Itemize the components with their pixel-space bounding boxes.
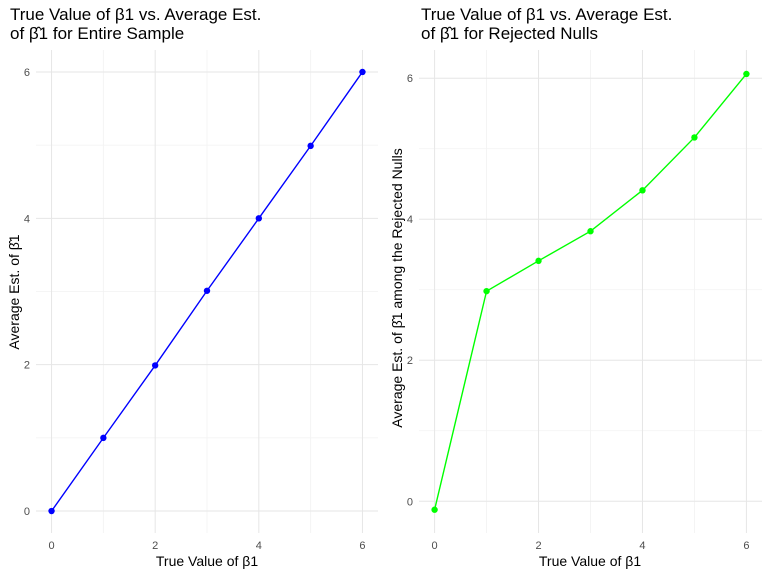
data-point [100,434,107,442]
y-tick-label: 4 [24,213,30,225]
chart-title-line-2: of β̂1 for Entire Sample [10,24,184,43]
y-tick-label: 2 [407,355,413,367]
data-point [307,142,314,150]
chart-panel-rejected-nulls: True Value of β1 vs. Average Est. of β̂1… [389,5,762,569]
data-point [151,362,159,369]
data-point [535,257,542,265]
y-tick-label: 2 [24,360,30,372]
x-tick-label: 2 [152,540,158,552]
x-axis-title: True Value of β1 [539,553,641,569]
y-tick-label: 6 [407,73,413,85]
chart-panel-entire-sample: True Value of β1 vs. Average Est. of β̂1… [6,5,378,569]
y-tick-label: 0 [407,496,413,508]
data-point [48,507,55,515]
chart-title-line-1: True Value of β1 vs. Average Est. [421,5,672,24]
x-tick-label: 2 [535,540,541,552]
x-tick-label: 4 [256,540,262,552]
data-point [359,68,366,76]
chart-title-line-2: of β̂1 for Rejected Nulls [421,24,598,43]
chart-title-line-1: True Value of β1 vs. Average Est. [10,5,261,24]
y-tick-label: 6 [24,67,30,79]
data-point [483,287,490,295]
y-tick-label: 0 [24,506,30,518]
x-tick-label: 0 [432,540,438,552]
x-tick-label: 6 [743,540,749,552]
x-tick-label: 6 [359,540,365,552]
x-tick-label: 4 [639,540,645,552]
y-tick-label: 4 [407,214,413,226]
y-axis-title: Average Est. of β̂1 among the Rejected N… [389,148,405,427]
x-tick-label: 0 [48,540,54,552]
data-point [691,134,698,141]
x-axis-title: True Value of β1 [156,553,258,569]
data-point [255,215,263,222]
data-point [203,287,211,294]
data-point [431,506,438,513]
data-point [587,228,594,235]
y-axis-title: Average Est. of β̂1 [6,234,22,349]
data-point [639,187,646,194]
data-point [743,70,750,78]
